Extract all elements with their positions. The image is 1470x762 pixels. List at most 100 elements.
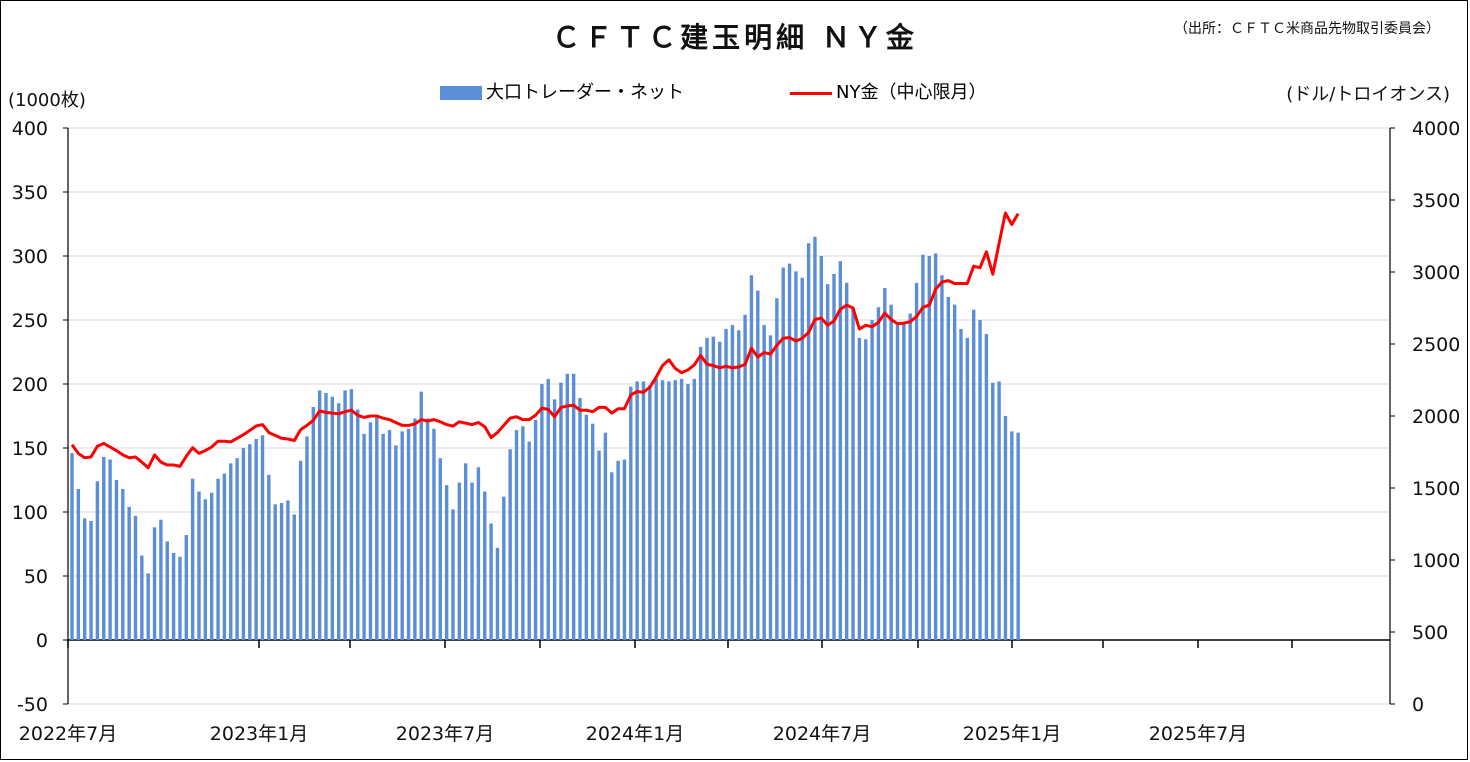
bar — [184, 535, 188, 640]
bar — [210, 492, 214, 640]
source-note: （出所：ＣＦＴＣ米商品先物取引委員会） — [1174, 21, 1440, 37]
bar — [883, 288, 887, 640]
bar — [343, 390, 347, 640]
left-axis-tick-label: 250 — [12, 310, 48, 332]
left-axis-tick-label: -50 — [17, 694, 48, 716]
bar — [140, 555, 144, 640]
bar — [102, 456, 106, 640]
bar — [1016, 432, 1020, 640]
right-axis-tick-label: 2000 — [1412, 406, 1460, 428]
legend-item-bars: 大口トレーダー・ネット — [440, 78, 684, 104]
bar — [933, 253, 938, 640]
bar — [654, 378, 658, 640]
bar — [800, 277, 804, 640]
bar — [584, 414, 589, 640]
bar — [121, 488, 125, 640]
bar — [197, 491, 201, 640]
bar — [159, 519, 163, 640]
right-axis-tick-label: 4000 — [1412, 118, 1460, 140]
legend-swatch-bars — [440, 86, 482, 100]
bar — [857, 337, 862, 640]
bar — [362, 433, 366, 640]
bar — [292, 514, 296, 640]
bar — [279, 503, 284, 640]
bar — [762, 325, 766, 640]
bar — [667, 381, 671, 640]
bar — [559, 382, 563, 640]
bar — [413, 418, 417, 640]
bar — [95, 481, 100, 640]
bar — [438, 458, 442, 640]
bar — [864, 339, 868, 640]
right-axis-tick-label: 3000 — [1412, 262, 1460, 284]
bar — [387, 430, 392, 640]
bar — [908, 313, 912, 640]
bar — [775, 298, 779, 640]
bar — [533, 419, 538, 640]
bar — [781, 267, 785, 640]
bar — [838, 261, 843, 640]
bar — [610, 472, 614, 640]
bar — [724, 328, 728, 640]
left-axis-tick-label: 0 — [36, 630, 48, 652]
left-axis-tick-label: 50 — [24, 566, 48, 588]
bar — [70, 453, 74, 640]
bar — [527, 441, 531, 640]
bar — [216, 478, 220, 640]
bar — [260, 435, 265, 640]
bar — [648, 385, 652, 640]
right-axis-tick-label: 500 — [1412, 622, 1448, 644]
bar — [254, 439, 258, 640]
bar — [476, 467, 481, 640]
bar — [235, 458, 239, 640]
bar — [114, 480, 119, 640]
x-axis-tick-label: 2025年1月 — [963, 723, 1061, 745]
bar — [743, 314, 747, 640]
bar — [108, 459, 112, 640]
bar — [997, 381, 1001, 640]
bar — [959, 328, 963, 640]
bar — [660, 380, 665, 640]
bar — [381, 433, 385, 640]
bar — [171, 552, 176, 640]
bar — [324, 392, 328, 640]
legend-swatch-line — [790, 91, 832, 95]
bar — [851, 307, 855, 640]
bar — [375, 414, 379, 640]
bar — [641, 381, 646, 640]
bar — [489, 523, 493, 640]
bar — [349, 389, 354, 640]
bar — [464, 463, 468, 640]
bar — [165, 541, 169, 640]
bar — [203, 499, 208, 640]
bar — [311, 407, 315, 640]
bar — [330, 396, 335, 640]
bar — [337, 403, 341, 640]
bar — [629, 386, 633, 640]
bar — [305, 436, 309, 640]
bar — [591, 423, 595, 640]
bar — [127, 506, 131, 640]
bar — [978, 320, 982, 640]
bar — [495, 547, 500, 640]
bar — [705, 337, 709, 640]
bar — [89, 520, 93, 640]
bar — [356, 409, 360, 640]
bar — [737, 330, 741, 640]
bar — [952, 304, 957, 640]
bar — [521, 426, 525, 640]
bar — [749, 275, 754, 640]
right-axis-tick-label: 1500 — [1412, 478, 1460, 500]
right-axis-tick-label: 0 — [1412, 694, 1424, 716]
bar — [400, 431, 404, 640]
bar — [927, 256, 931, 640]
bar — [394, 445, 398, 640]
bar — [552, 399, 557, 640]
bar — [565, 373, 569, 640]
bar — [546, 378, 550, 640]
bar — [229, 463, 233, 640]
x-axis-tick-label: 2023年7月 — [396, 723, 494, 745]
bar — [368, 422, 373, 640]
bar — [298, 460, 303, 640]
